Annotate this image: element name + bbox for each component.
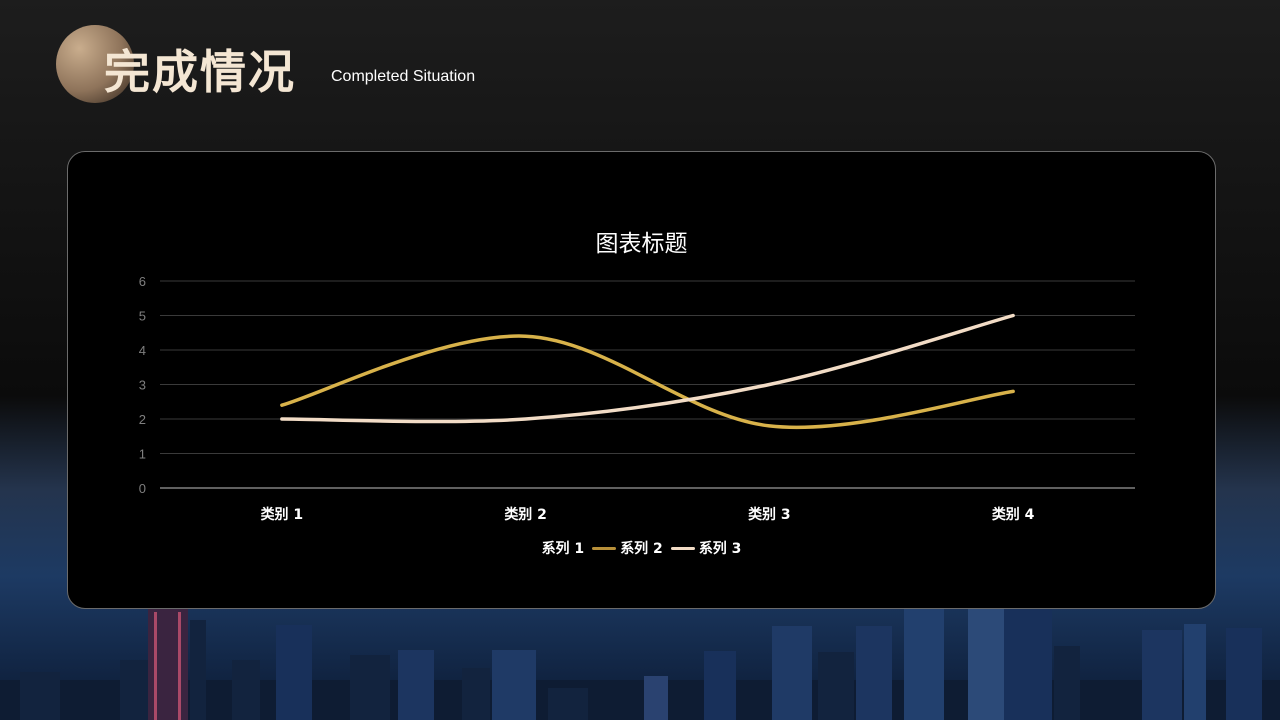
page-subtitle: Completed Situation [331,68,476,85]
legend-item: 系列 3 [670,538,742,558]
legend-label: 系列 1 [541,541,585,557]
y-tick-label: 2 [139,412,146,427]
series-line-3 [280,313,1015,424]
legend-item: 系列 2 [592,538,663,558]
chart-title: 图表标题 [595,231,688,257]
line-chart: 0 1 2 3 4 5 6 类别 1 类别 2 类别 3 类别 4 [139,274,1135,523]
x-category-label: 类别 4 [992,506,1035,523]
chart-legend: 系列 1 系列 2 系列 3 [68,538,1215,558]
legend-label: 系列 2 [620,541,663,557]
y-tick-label: 5 [139,309,146,324]
y-tick-label: 6 [139,274,146,289]
series-line-1 [280,334,1015,430]
x-category-label: 类别 3 [748,506,791,523]
decorative-circle [56,25,134,103]
chart-panel: 图表标题 0 1 2 3 4 5 6 类别 1 类别 2 类别 3 类别 4 系列 1 系列 2 系列 … [67,151,1216,609]
y-tick-label: 1 [139,447,146,462]
x-category-label: 类别 1 [261,506,304,523]
legend-swatch [670,546,695,550]
y-tick-label: 0 [139,481,146,496]
y-tick-label: 3 [139,378,146,393]
y-tick-label: 4 [139,343,146,358]
page-header: 完成情况 Completed Situation [0,0,600,130]
legend-item: 系列 1 [542,538,585,558]
x-category-label: 类别 2 [504,506,547,523]
page-title: 完成情况 [104,45,296,99]
legend-label: 系列 3 [698,541,742,557]
legend-swatch [592,546,617,550]
